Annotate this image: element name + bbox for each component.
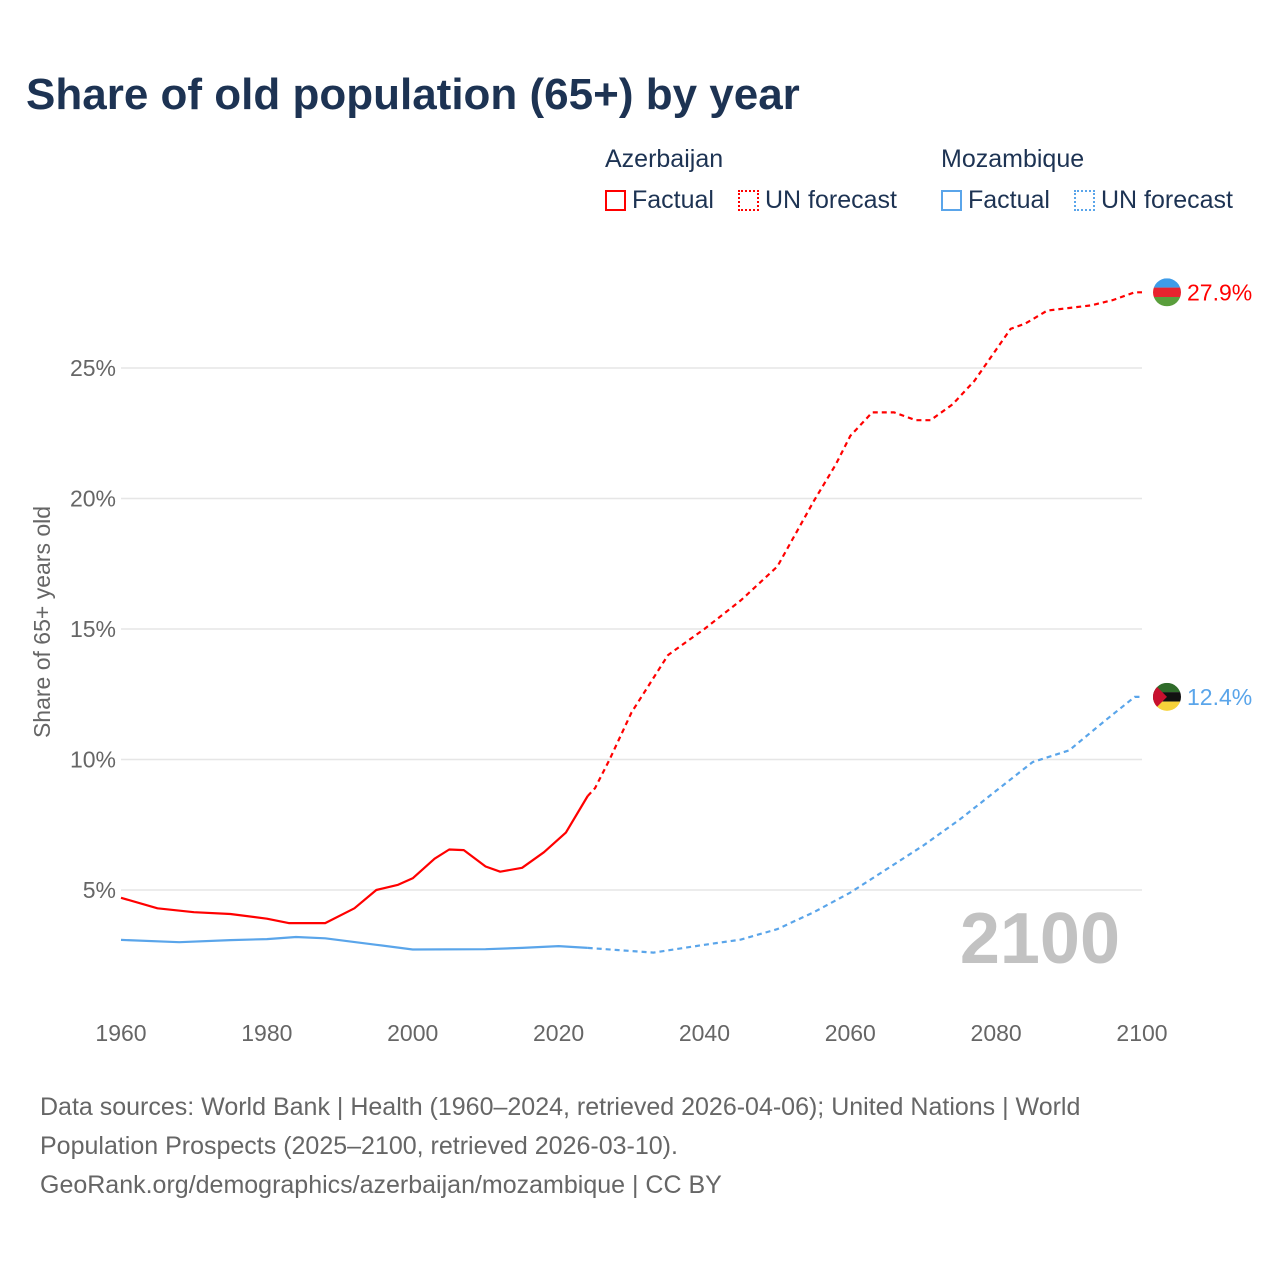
legend-group-azerbaijan: Azerbaijan — [605, 145, 724, 173]
x-tick-label: 2020 — [533, 1020, 584, 1046]
legend-swatch — [941, 190, 962, 211]
legend-swatch — [605, 190, 626, 211]
y-tick-label: 25% — [70, 355, 116, 381]
azerbaijan-factual-line — [120, 795, 589, 925]
x-tick-label: 2080 — [971, 1020, 1022, 1046]
mozambique-forecast-line — [587, 695, 1142, 954]
legend-swatch — [1074, 190, 1095, 211]
y-tick-label: 15% — [70, 616, 116, 642]
azerbaijan-forecast-line — [586, 291, 1142, 797]
x-tick-label: 1980 — [241, 1020, 292, 1046]
y-tick-label: 20% — [70, 486, 116, 512]
azerbaijan-end-label: 27.9% — [1187, 279, 1252, 305]
legend-swatch — [738, 190, 759, 211]
y-tick-label: 10% — [70, 747, 116, 773]
legend-label: UN forecast — [1101, 186, 1233, 214]
x-tick-label: 2040 — [679, 1020, 730, 1046]
mozambique-factual-line — [120, 935, 588, 951]
footer: Data sources: World Bank | Health (1960–… — [40, 1088, 1190, 1205]
chart-title: Share of old population (65+) by year — [26, 70, 800, 119]
x-tick-label: 1960 — [95, 1020, 146, 1046]
x-tick-label: 2060 — [825, 1020, 876, 1046]
y-tick-label: 5% — [83, 877, 116, 903]
legend-mz-forecast[interactable]: UN forecast — [1074, 186, 1233, 215]
legend-group-mozambique: Mozambique — [941, 145, 1085, 173]
legend-label: UN forecast — [765, 186, 897, 214]
azerbaijan-flag-icon — [1153, 278, 1181, 307]
legend-label: Factual — [968, 186, 1050, 214]
x-tick-label: 2000 — [387, 1020, 438, 1046]
year-watermark: 2100 — [960, 899, 1120, 979]
y-axis-label: Share of 65+ years old — [29, 506, 55, 738]
legend-az-factual[interactable]: Factual — [605, 186, 714, 215]
x-tick-label: 2100 — [1116, 1020, 1167, 1046]
legend-az-forecast[interactable]: UN forecast — [738, 186, 897, 215]
mozambique-end-label: 12.4% — [1187, 684, 1252, 710]
data-sources: Data sources: World Bank | Health (1960–… — [40, 1093, 1081, 1160]
source-link[interactable]: GeoRank.org/demographics/azerbaijan/moza… — [40, 1171, 722, 1199]
legend-label: Factual — [632, 186, 714, 214]
legend-mz-factual[interactable]: Factual — [941, 186, 1050, 215]
mozambique-flag-icon — [1153, 682, 1181, 711]
